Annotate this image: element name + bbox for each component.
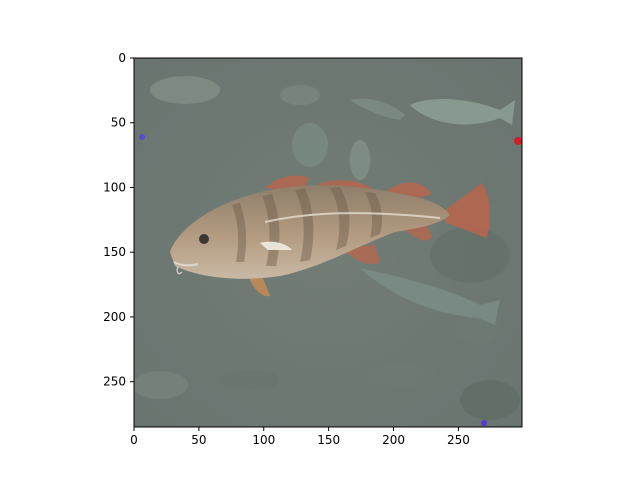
x-tick-label: 200: [382, 433, 405, 447]
axes-frame: [133, 57, 523, 428]
x-tick-label: 0: [130, 433, 138, 447]
background-fish: [350, 98, 515, 325]
x-tick-label: 250: [447, 433, 470, 447]
background-texture: [134, 76, 520, 420]
y-axis: 0 50 100 150 200 250: [103, 51, 134, 389]
artifact-dot: [514, 137, 522, 145]
y-tick-label: 50: [111, 116, 126, 130]
x-tick-label: 150: [317, 433, 340, 447]
main-fish: [170, 175, 491, 297]
x-tick-label: 100: [252, 433, 275, 447]
x-axis: 0 50 100 150 200 250: [130, 427, 470, 447]
y-tick-label: 100: [103, 180, 126, 194]
y-tick-label: 150: [103, 245, 126, 259]
artifact-dot: [481, 420, 487, 426]
y-tick-label: 0: [118, 51, 126, 65]
x-tick-label: 50: [191, 433, 206, 447]
y-tick-label: 200: [103, 310, 126, 324]
y-tick-label: 250: [103, 375, 126, 389]
fish-image: [134, 58, 522, 427]
artifact-dot: [139, 134, 145, 140]
